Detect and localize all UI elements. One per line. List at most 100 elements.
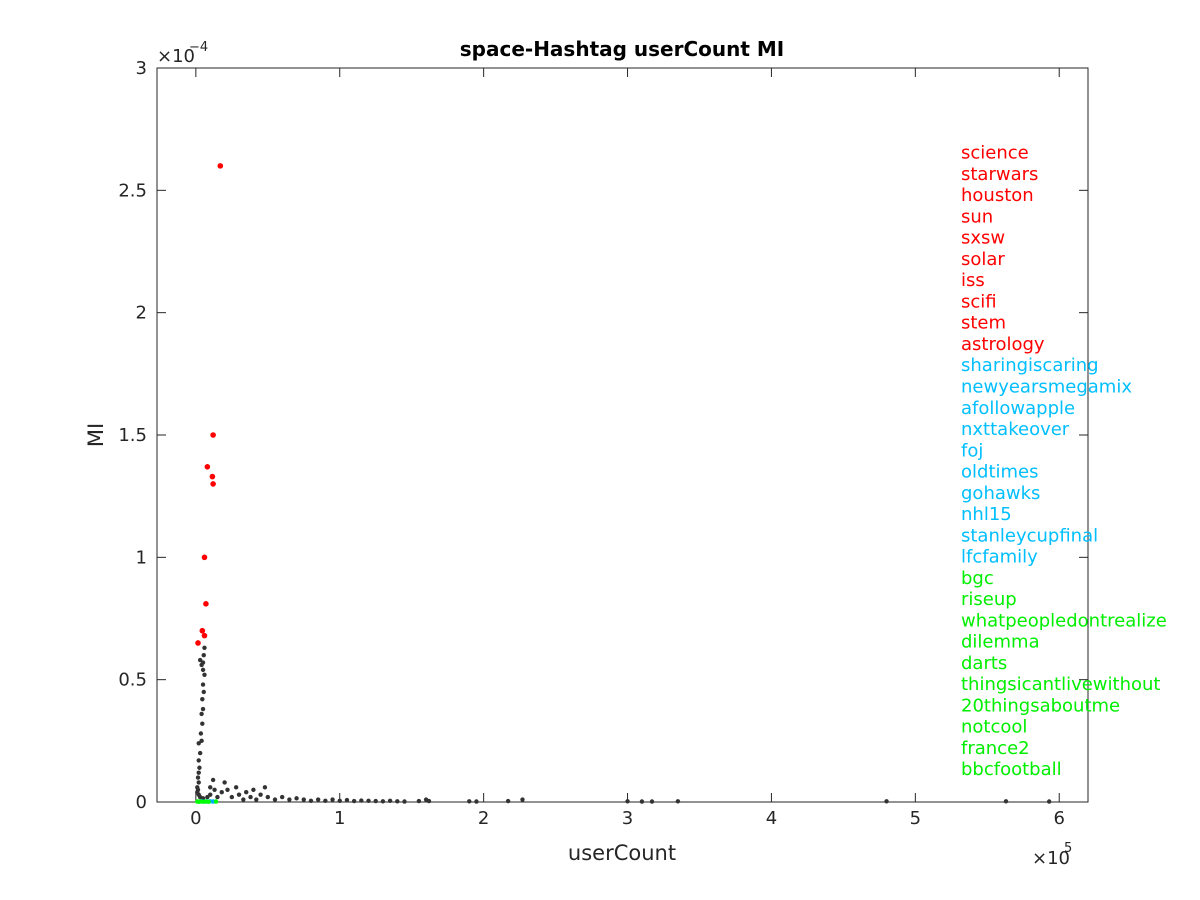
data-point <box>201 689 206 695</box>
data-point <box>200 667 206 673</box>
y-exponent-power: −4 <box>189 40 208 55</box>
x-tick-label: 0 <box>190 808 201 829</box>
hashtag-label: starwars <box>961 164 1038 185</box>
hashtag-labels: sciencestarwarshoustonsunsxswsolarisssci… <box>961 143 1167 781</box>
x-tick-label: 4 <box>766 808 777 829</box>
data-point <box>199 711 204 717</box>
hashtag-label: sun <box>961 206 993 227</box>
data-point <box>201 632 208 639</box>
data-point <box>884 799 889 804</box>
hashtag-label: dilemma <box>961 632 1040 653</box>
data-point <box>244 790 249 795</box>
hashtag-label: nxttakeover <box>961 419 1070 440</box>
points-layer <box>195 163 1052 804</box>
data-point <box>287 797 292 802</box>
data-point <box>262 785 268 790</box>
data-point <box>416 798 422 804</box>
x-tick-label: 6 <box>1053 808 1064 829</box>
data-point <box>387 798 393 803</box>
data-point <box>351 798 357 804</box>
hashtag-label: sxsw <box>961 228 1005 249</box>
data-point <box>366 798 371 803</box>
data-point <box>217 163 224 169</box>
data-point <box>203 601 209 607</box>
data-point <box>200 706 206 712</box>
data-point <box>233 785 239 790</box>
hashtag-label: bbcfootball <box>961 759 1062 780</box>
y-tick-label: 0 <box>136 792 147 813</box>
data-point <box>254 797 259 802</box>
hashtag-label: scifi <box>961 291 997 312</box>
x-tick-label: 1 <box>334 808 345 829</box>
hashtag-label: houston <box>961 185 1034 206</box>
data-point <box>236 792 242 797</box>
data-point <box>222 780 227 785</box>
series-3 <box>195 799 219 804</box>
x-tick-label: 5 <box>910 808 921 829</box>
data-point <box>210 777 216 783</box>
hashtag-label: gohawks <box>961 483 1040 504</box>
hashtag-label: notcool <box>961 717 1027 738</box>
hashtag-label: france2 <box>961 738 1030 759</box>
data-point <box>279 794 285 800</box>
hashtag-label: riseup <box>961 589 1017 610</box>
data-point <box>215 794 220 800</box>
hashtag-label: whatpeopledontrealize <box>961 610 1167 631</box>
hashtag-label: science <box>961 143 1029 164</box>
data-point <box>219 790 224 795</box>
data-point <box>197 765 202 770</box>
data-point <box>204 464 211 470</box>
data-point <box>198 731 204 736</box>
data-point <box>210 432 216 438</box>
plot-area <box>156 67 1089 803</box>
data-point <box>195 775 201 780</box>
y-tick-label: 0.5 <box>118 670 147 691</box>
data-point <box>258 792 263 797</box>
data-point <box>251 787 256 792</box>
data-point <box>205 794 210 800</box>
data-point <box>402 799 407 804</box>
series-1 <box>195 163 224 646</box>
data-point <box>196 741 201 746</box>
data-point <box>323 798 328 803</box>
x-tick-label: 2 <box>478 808 489 829</box>
data-point <box>301 797 306 802</box>
hashtag-label: newyearsmegamix <box>961 377 1132 398</box>
data-point <box>212 787 217 792</box>
hashtag-label: solar <box>961 249 1005 270</box>
ticks-layer: 0 1 2 3 4 5 6 0 0.5 1 1.5 2 2.5 3 <box>118 58 1088 829</box>
y-exponent-label: ×10 −4 <box>157 40 208 67</box>
hashtag-label: stanleycupfinal <box>961 525 1098 546</box>
data-point <box>201 554 208 561</box>
data-point <box>395 799 400 804</box>
y-tick-label: 3 <box>136 58 147 79</box>
data-point <box>202 672 207 677</box>
data-point <box>206 799 212 804</box>
y-tick-label: 1.5 <box>118 425 147 446</box>
data-point <box>196 770 201 775</box>
data-point <box>265 794 270 800</box>
data-point <box>229 794 235 800</box>
hashtag-label: oldtimes <box>961 462 1038 483</box>
data-point <box>200 660 206 665</box>
data-point <box>200 697 205 702</box>
data-point <box>649 799 655 804</box>
data-point <box>467 799 472 804</box>
data-point <box>197 657 203 663</box>
data-point <box>344 797 350 803</box>
y-exponent-base: ×10 <box>157 46 195 67</box>
y-axis-label: MI <box>84 423 108 447</box>
hashtag-label: stem <box>961 313 1006 334</box>
data-point <box>373 798 378 804</box>
x-tick-label: 3 <box>622 808 633 829</box>
data-point <box>308 798 314 803</box>
data-point <box>208 785 213 790</box>
data-point <box>200 721 205 726</box>
data-point <box>474 799 479 804</box>
data-point <box>337 798 342 803</box>
data-point <box>210 481 216 487</box>
data-point <box>315 797 321 802</box>
hashtag-label: 20thingsaboutme <box>961 695 1120 716</box>
